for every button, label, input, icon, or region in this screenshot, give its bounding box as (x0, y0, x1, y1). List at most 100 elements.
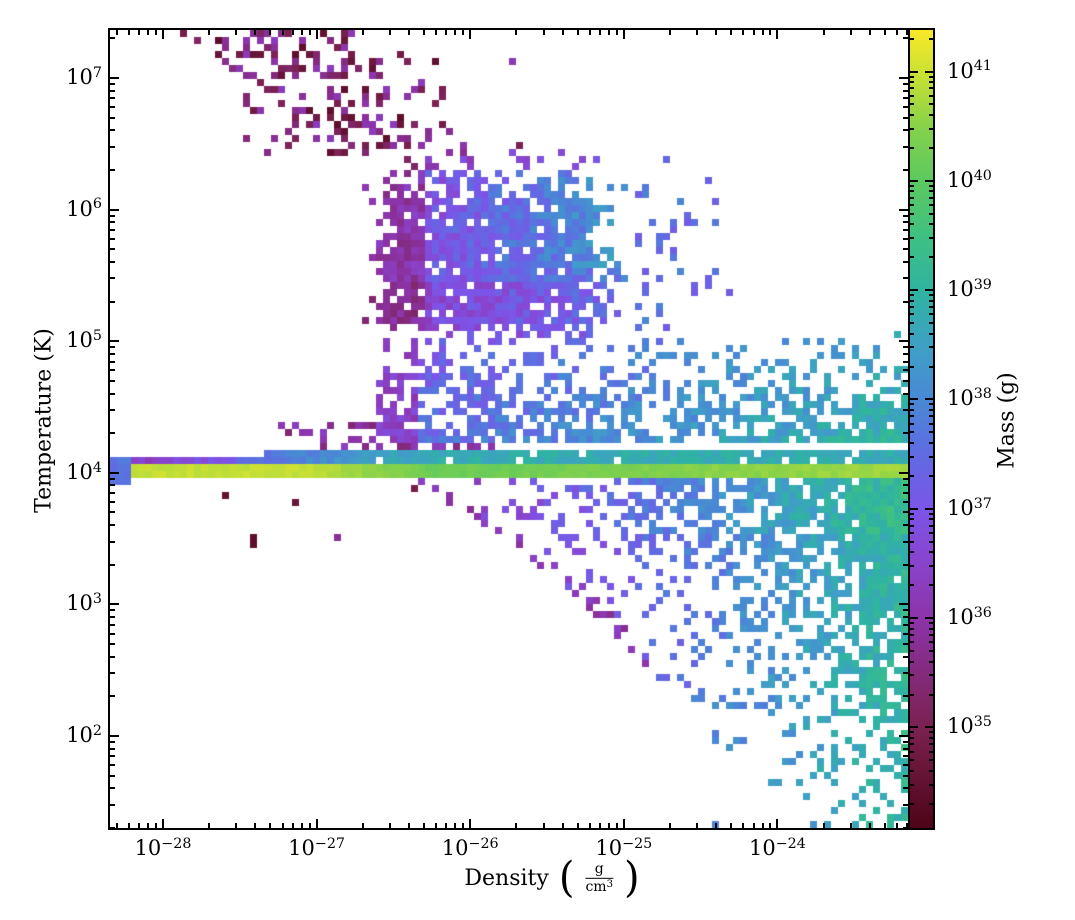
axis-tick (769, 823, 772, 828)
axis-tick (903, 803, 908, 806)
axis-tick (110, 642, 115, 645)
axis-tick (127, 30, 130, 35)
axis-tick (910, 431, 914, 434)
x-tick-label: 10−26 (441, 835, 499, 860)
axis-tick (110, 616, 115, 619)
axis-tick (110, 129, 115, 132)
axis-tick (300, 823, 303, 828)
axis-tick (929, 409, 933, 412)
unit-fraction: g cm3 (585, 862, 613, 894)
axis-tick (868, 823, 871, 828)
unit-denominator: cm3 (585, 878, 613, 895)
axis-tick (929, 212, 933, 215)
axis-tick (899, 77, 908, 80)
x-tick-label: 10−28 (134, 835, 192, 860)
axis-tick (715, 823, 718, 828)
axis-tick (542, 30, 545, 35)
axis-tick (110, 740, 115, 743)
axis-tick (929, 674, 933, 677)
axis-tick (110, 603, 119, 606)
colorbar-title: Mass (g) (994, 372, 1020, 469)
axis-tick (110, 237, 115, 240)
axis-tick (588, 823, 591, 828)
axis-tick (910, 403, 914, 406)
axis-tick (110, 623, 115, 626)
axis-tick (469, 819, 472, 828)
axis-tick (929, 204, 933, 207)
axis-tick (281, 823, 284, 828)
axis-tick (899, 208, 908, 211)
axis-tick (910, 313, 914, 316)
axis-tick (903, 623, 908, 626)
axis-tick (462, 30, 465, 35)
axis-tick (669, 823, 672, 828)
axis-tick (110, 787, 115, 790)
axis-tick (903, 500, 908, 503)
axis-tick (308, 823, 311, 828)
axis-tick (910, 146, 914, 149)
y-tick-label: 104 (66, 459, 102, 484)
axis-tick (910, 674, 914, 677)
axis-tick (110, 89, 115, 92)
axis-tick (903, 432, 908, 435)
axis-tick (929, 322, 933, 325)
axis-tick (110, 471, 119, 474)
axis-tick (903, 83, 908, 86)
axis-tick (110, 432, 115, 435)
axis-tick (910, 196, 914, 199)
axis-tick (822, 30, 825, 35)
axis-tick (910, 289, 918, 292)
axis-tick (906, 823, 909, 828)
axis-tick (929, 75, 933, 78)
axis-tick (776, 30, 779, 39)
axis-tick (929, 415, 933, 418)
axis-tick (929, 524, 933, 527)
y-tick-label: 103 (66, 591, 102, 616)
axis-tick (127, 823, 130, 828)
colorbar-tick-label: 1041 (947, 58, 992, 83)
axis-tick (910, 660, 914, 663)
axis-tick (110, 214, 115, 217)
axis-tick (388, 823, 391, 828)
axis-tick (929, 87, 933, 90)
axis-tick (110, 826, 115, 829)
axis-tick (599, 823, 602, 828)
axis-tick (110, 774, 115, 777)
axis-tick (445, 823, 448, 828)
axis-tick (929, 256, 933, 259)
axis-tick (929, 474, 933, 477)
axis-tick (110, 695, 115, 698)
axis-tick (254, 823, 257, 828)
axis-tick (910, 524, 914, 527)
axis-tick (903, 740, 908, 743)
axis-tick (110, 540, 115, 543)
axis-tick (903, 106, 908, 109)
axis-tick (929, 641, 933, 644)
axis-tick (903, 352, 908, 355)
colorbar-tick-label: 1038 (947, 386, 992, 411)
axis-tick (910, 237, 914, 239)
axis-tick (910, 179, 918, 182)
colorbar (908, 28, 935, 830)
axis-tick (903, 277, 908, 280)
axis-tick (110, 221, 115, 224)
axis-tick (929, 127, 933, 130)
axis-tick (910, 127, 914, 130)
axis-tick (110, 360, 115, 363)
axis-tick (903, 524, 908, 527)
axis-tick (742, 823, 745, 828)
axis-tick (903, 477, 908, 480)
axis-tick (154, 823, 157, 828)
axis-tick (925, 398, 933, 401)
axis-tick (607, 30, 610, 35)
axis-tick (542, 823, 545, 828)
axis-tick (903, 764, 908, 767)
axis-tick (910, 532, 914, 535)
axis-tick (110, 655, 115, 658)
axis-tick (910, 409, 914, 412)
axis-tick (903, 145, 908, 148)
axis-tick (903, 787, 908, 790)
axis-tick (208, 823, 211, 828)
axis-tick (929, 441, 933, 444)
